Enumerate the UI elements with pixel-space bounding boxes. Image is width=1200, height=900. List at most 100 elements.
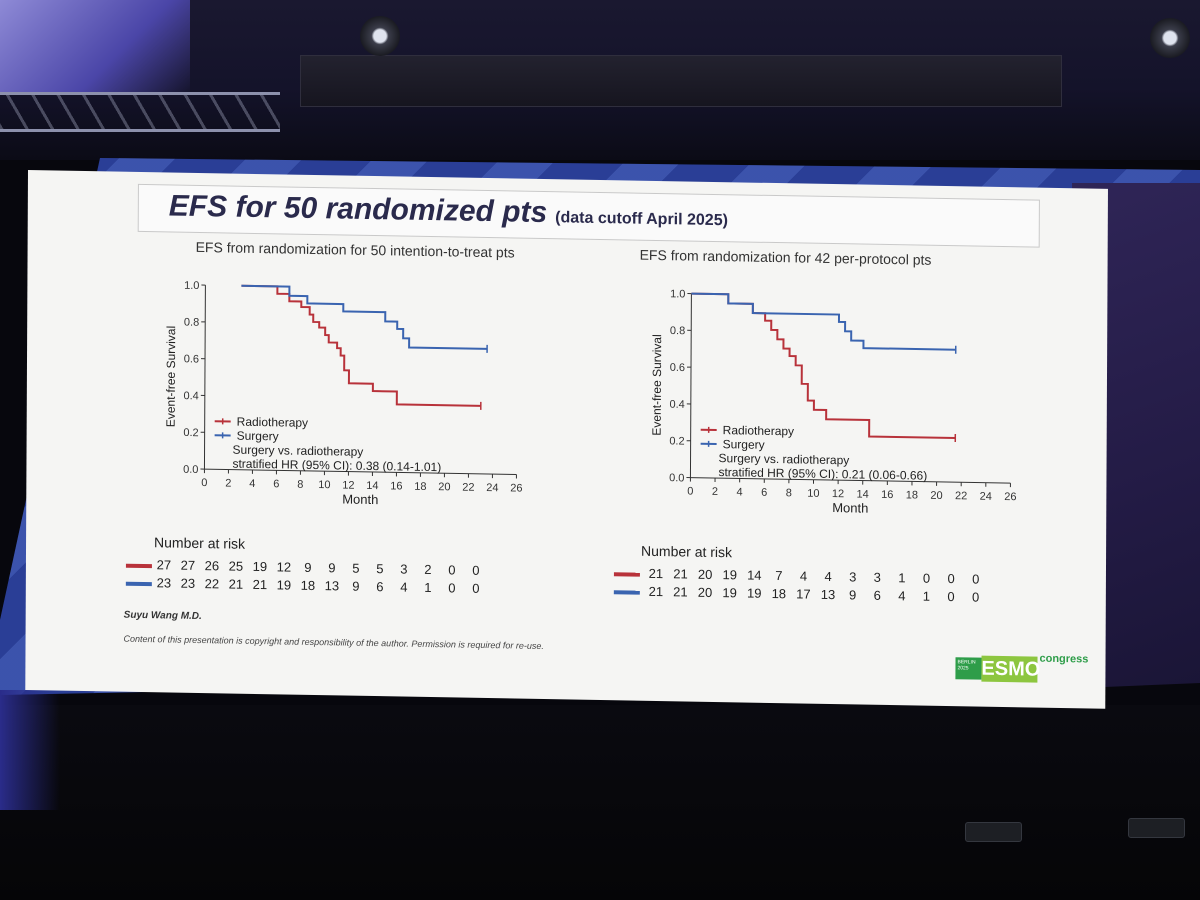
risk-color-swatch	[613, 572, 640, 577]
risk-count: 23	[156, 575, 172, 591]
slide-subtitle: (data cutoff April 2025)	[555, 209, 729, 230]
risk-count: 22	[204, 576, 220, 592]
risk-count: 13	[820, 586, 836, 603]
stage-floor	[0, 705, 1200, 900]
y-tick-label: 0.4	[184, 390, 199, 402]
risk-count: 1	[424, 579, 432, 596]
right-km-chart: 0.00.20.40.60.81.00 2 4 6 8 10 12 14 16 18 20 22 24 2…	[650, 288, 1017, 516]
risk-count: 26	[204, 558, 220, 574]
risk-count: 27	[180, 557, 196, 573]
risk-count: 3	[400, 561, 408, 577]
risk-count: 6	[873, 587, 881, 603]
x-tick-label: 24	[486, 482, 498, 494]
risk-count: 0	[472, 562, 480, 578]
x-tick-label: 8	[297, 479, 303, 491]
speaker-icon	[1150, 18, 1190, 58]
y-axis-label: Event-free Survival	[650, 334, 665, 436]
risk-count: 19	[252, 558, 268, 575]
hr-line-1: Surgery vs. radiotherapy	[719, 451, 850, 467]
y-tick-label: 0.8	[184, 317, 199, 329]
risk-count: 5	[376, 561, 384, 577]
y-tick-label: 0.0	[669, 472, 684, 484]
series-line-surgery	[241, 284, 488, 350]
series-line-surgery	[691, 292, 956, 351]
hr-line-2: stratified HR (95% CI): 0.38 (0.14-1.01)	[232, 457, 441, 475]
risk-count: 13	[324, 578, 340, 594]
x-tick-label: 2	[712, 486, 718, 498]
microphone-icon	[1128, 818, 1185, 838]
right-risk-title: Number at risk	[641, 542, 733, 561]
x-axis	[204, 468, 517, 476]
presentation-slide: EFS for 50 randomized pts (data cutoff Ap…	[25, 170, 1108, 709]
x-tick-label: 14	[366, 480, 378, 492]
risk-count: 0	[972, 571, 980, 587]
x-axis-label: Month	[342, 491, 378, 507]
x-tick-label: 6	[273, 478, 279, 490]
risk-count: 0	[448, 562, 456, 578]
esmo-logo: BERLIN 2025 ESMO congress	[955, 651, 1088, 685]
x-tick-label: 10	[318, 479, 330, 491]
risk-count: 21	[252, 576, 268, 593]
risk-count: 0	[971, 589, 980, 605]
y-tick-label: 0.6	[184, 353, 199, 365]
risk-count: 19	[722, 567, 738, 583]
risk-count: 21	[648, 583, 664, 600]
x-tick-label: 4	[737, 486, 743, 498]
risk-count: 27	[156, 557, 172, 573]
x-tick-label: 2	[225, 477, 231, 489]
risk-count: 4	[799, 568, 808, 584]
risk-count: 21	[228, 576, 244, 592]
x-tick-label: 0	[687, 486, 693, 498]
title-box: EFS for 50 randomized pts (data cutoff Ap…	[137, 183, 1040, 248]
x-tick-label: 24	[980, 491, 992, 503]
hr-line-2: stratified HR (95% CI): 0.21 (0.06-0.66)	[718, 465, 927, 483]
y-axis	[203, 285, 206, 470]
risk-count: 9	[848, 587, 857, 603]
risk-count: 23	[180, 575, 196, 591]
esmo-logo-box: BERLIN 2025	[955, 657, 982, 680]
y-tick-label: 0.2	[669, 435, 684, 447]
risk-count: 0	[448, 580, 456, 596]
risk-count: 19	[722, 585, 737, 601]
hr-line-1: Surgery vs. radiotherapy	[233, 443, 364, 459]
risk-count: 5	[352, 560, 360, 576]
slide-title-text: EFS for 50 randomized pts	[168, 189, 548, 230]
risk-count: 9	[304, 559, 312, 575]
risk-count: 0	[947, 589, 955, 605]
risk-count: 12	[276, 559, 292, 575]
y-tick-label: 1.0	[670, 288, 685, 300]
risk-count: 4	[898, 588, 906, 604]
left-km-chart: 0.00.20.40.60.81.00 2 4 6 8 10 12 14 16 18 20 22 24 2…	[164, 280, 523, 507]
risk-count: 20	[697, 584, 713, 600]
x-axis-label: Month	[832, 500, 868, 516]
x-tick-label: 16	[390, 480, 402, 492]
series-line-radiotherapy	[241, 284, 481, 407]
y-axis-label: Event-free Survival	[164, 326, 179, 428]
legend-label: Surgery	[237, 429, 279, 444]
risk-count: 17	[796, 586, 811, 602]
x-tick-label: 20	[438, 481, 450, 493]
risk-count: 9	[352, 578, 360, 594]
stage-light	[0, 0, 190, 95]
x-axis	[690, 477, 1011, 484]
risk-color-swatch	[613, 590, 640, 595]
risk-count: 21	[673, 566, 688, 582]
legend-label: Surgery	[723, 437, 765, 452]
risk-count: 25	[228, 558, 244, 574]
risk-color-swatch	[125, 563, 152, 569]
x-tick-label: 18	[414, 481, 426, 493]
microphone-icon	[965, 822, 1022, 842]
x-tick-label: 0	[201, 477, 207, 489]
x-tick-label: 26	[1004, 491, 1016, 503]
author-name: Suyu Wang M.D.	[123, 609, 202, 623]
floor-glow	[0, 690, 60, 810]
legend-label: Radiotherapy	[237, 415, 308, 430]
x-tick-label: 22	[462, 482, 474, 494]
x-tick-label: 26	[510, 482, 522, 494]
risk-count: 0	[922, 570, 931, 586]
y-tick-label: 1.0	[184, 280, 199, 292]
risk-count: 19	[746, 585, 762, 601]
y-tick-label: 0.6	[670, 362, 685, 374]
x-tick-label: 16	[881, 489, 893, 501]
x-tick-label: 6	[761, 487, 767, 499]
